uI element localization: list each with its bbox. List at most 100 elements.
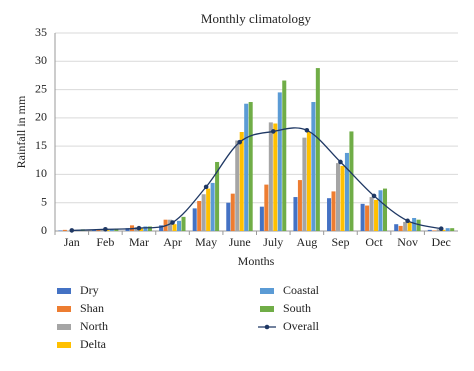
bar — [436, 229, 441, 231]
bar — [159, 225, 164, 231]
x-tick-label: Oct — [365, 235, 383, 249]
bar — [67, 230, 72, 231]
bar — [297, 180, 302, 231]
bar — [344, 152, 349, 231]
bar — [450, 228, 455, 231]
bar — [235, 140, 240, 231]
bar — [138, 228, 143, 231]
bar — [293, 197, 298, 231]
bar — [100, 229, 105, 231]
x-tick-label: Jan — [64, 235, 80, 249]
x-axis-label: Months — [238, 254, 275, 268]
bar — [374, 199, 379, 231]
bar — [360, 203, 365, 231]
line-marker — [405, 218, 410, 224]
bar — [282, 80, 287, 232]
bar — [335, 163, 341, 231]
line-marker — [203, 184, 209, 190]
line-marker — [371, 193, 377, 199]
bar — [143, 226, 148, 231]
bar — [327, 198, 332, 231]
bar — [268, 122, 273, 231]
bar — [230, 193, 235, 231]
bar — [244, 103, 249, 231]
line — [71, 127, 442, 232]
legend-symbol — [57, 288, 71, 294]
x-tick-label: June — [229, 235, 251, 249]
x-tick-label: Aug — [297, 235, 318, 249]
y-tick-label: 30 — [35, 53, 47, 67]
y-tick-label: 10 — [35, 166, 47, 180]
bar — [403, 221, 408, 231]
legend-label: South — [283, 301, 311, 315]
legend-symbol — [57, 306, 71, 312]
legend-label: Delta — [80, 337, 107, 351]
legend-label: North — [80, 319, 108, 333]
bar — [311, 102, 316, 231]
bar — [264, 184, 269, 231]
bar — [369, 197, 374, 231]
bar — [427, 229, 432, 231]
bar — [259, 206, 264, 231]
bar — [114, 228, 119, 231]
bar — [105, 229, 110, 231]
y-tick-label: 20 — [35, 110, 47, 124]
bar — [273, 123, 278, 231]
x-tick-label: Nov — [397, 235, 418, 249]
bar — [331, 191, 336, 231]
line-marker — [136, 225, 142, 231]
y-tick-label: 15 — [35, 138, 47, 152]
bar — [215, 161, 220, 231]
bar — [147, 226, 152, 231]
y-tick-label: 0 — [41, 223, 47, 237]
line-marker — [304, 128, 310, 133]
x-tick-label: Sep — [331, 235, 349, 249]
line-marker — [170, 220, 175, 225]
x-tick-label: Mar — [129, 235, 149, 249]
bar — [125, 228, 130, 231]
legend-symbol — [260, 306, 274, 312]
line-marker — [103, 227, 108, 232]
bar — [197, 201, 202, 231]
bar — [382, 188, 388, 231]
legend-symbol — [260, 288, 274, 294]
bar — [91, 229, 96, 231]
y-tick-label: 35 — [35, 25, 47, 39]
bar — [315, 68, 320, 232]
bar — [192, 208, 197, 231]
bar — [365, 205, 370, 231]
bar — [62, 229, 67, 231]
bar — [239, 132, 244, 231]
bar — [248, 102, 253, 231]
bar — [201, 194, 206, 231]
bar — [349, 131, 354, 231]
bar — [306, 132, 311, 231]
bar — [168, 219, 173, 231]
y-tick-label: 25 — [35, 81, 47, 95]
line-marker — [69, 228, 75, 233]
bar — [416, 219, 421, 231]
bar — [109, 229, 114, 231]
line-marker — [338, 159, 343, 165]
bar — [340, 165, 345, 231]
x-tick-label: Apr — [163, 235, 182, 249]
line-marker — [270, 129, 276, 134]
bar — [407, 222, 412, 231]
x-tick-label: Dec — [432, 235, 451, 249]
line-marker — [237, 139, 243, 145]
bar — [398, 225, 403, 231]
bar — [412, 217, 417, 231]
line-marker — [438, 226, 444, 232]
legend-label: Overall — [283, 319, 320, 333]
bar — [58, 230, 63, 231]
bar — [302, 137, 307, 231]
bar — [177, 220, 182, 231]
bar — [441, 229, 446, 231]
legend-symbol — [57, 324, 71, 330]
bar — [277, 92, 282, 232]
bar — [378, 190, 383, 231]
bar — [445, 228, 450, 231]
legend-label: Coastal — [283, 283, 320, 297]
bar — [226, 202, 231, 231]
